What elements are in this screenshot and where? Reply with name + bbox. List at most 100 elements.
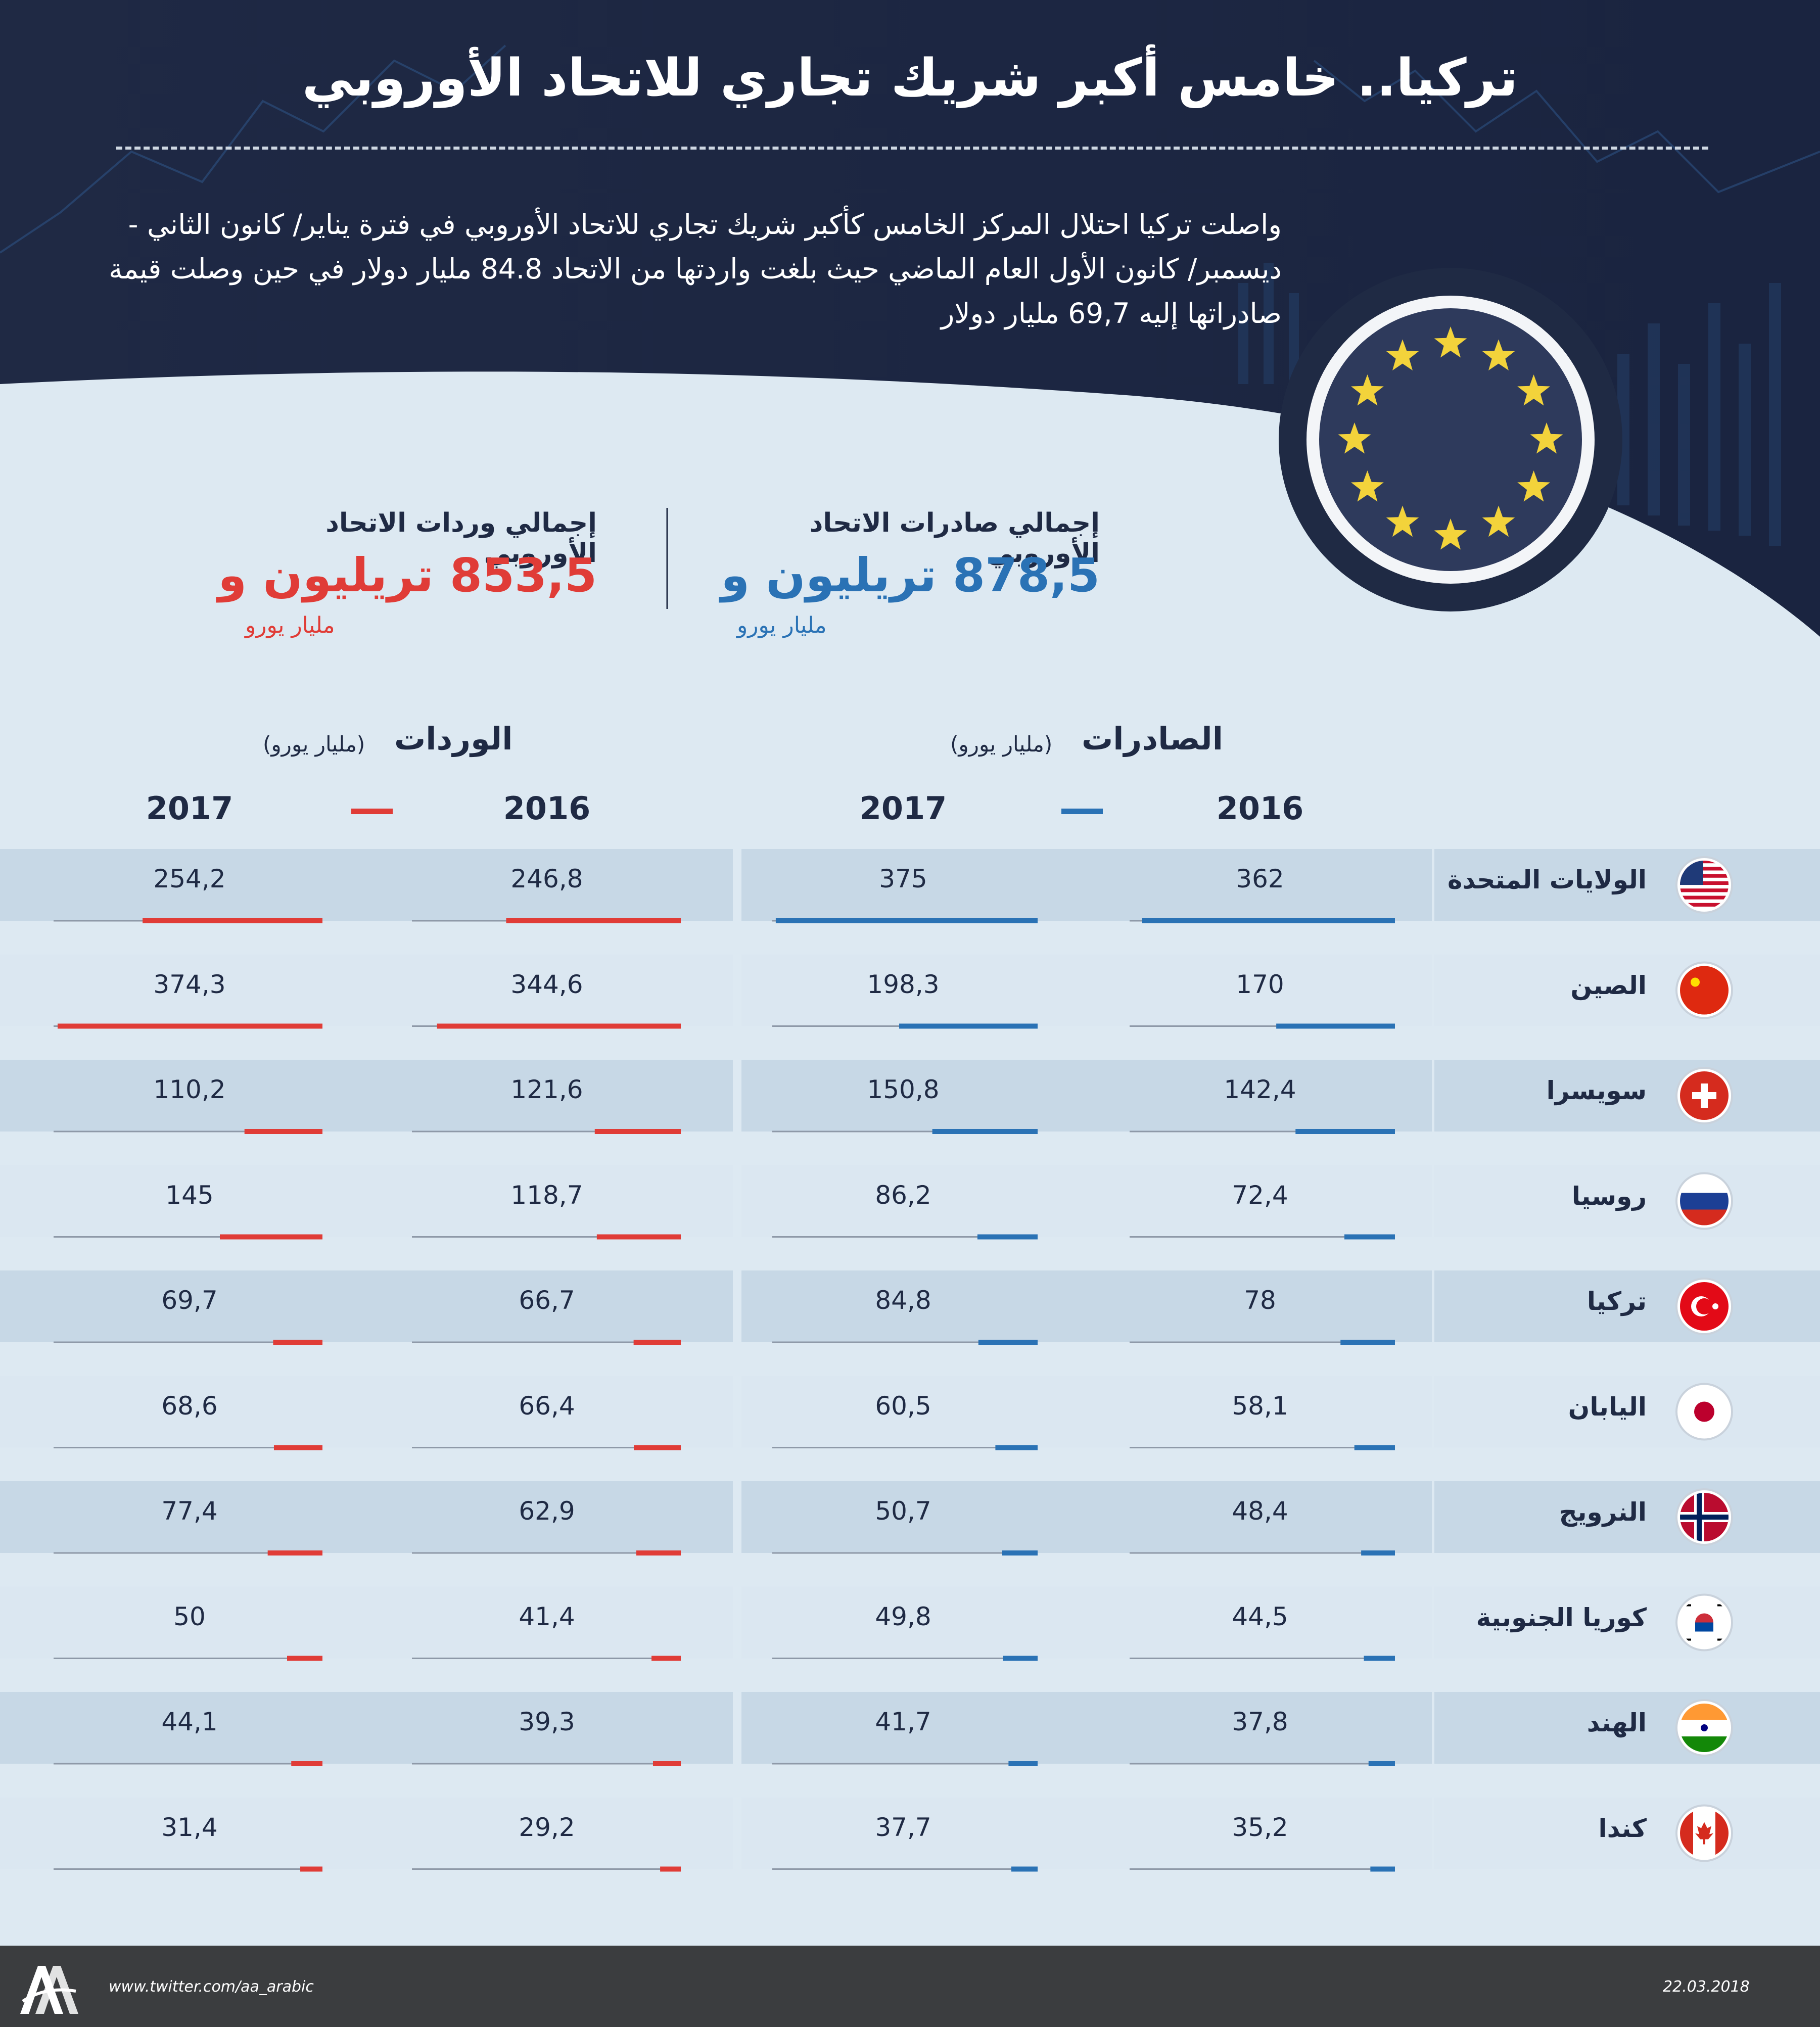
exports-bar [775, 918, 1038, 923]
table-row-band [741, 1481, 1432, 1553]
exports-section-unit: (مليار يورو) [950, 732, 1053, 757]
imports-bar [636, 1550, 681, 1555]
imports-bar [143, 918, 322, 923]
table-row-band [0, 954, 733, 1026]
table-row-band [0, 1586, 733, 1659]
india-flag-icon [1675, 1699, 1733, 1757]
imports-bar [57, 1023, 323, 1029]
table-row-band [1434, 954, 1820, 1026]
exports-bar [1142, 918, 1395, 923]
exports-value: 44,5 [1232, 1601, 1288, 1631]
imports-value: 44,1 [161, 1707, 218, 1736]
exports-value: 375 [879, 864, 927, 893]
table-row-band [1434, 1797, 1820, 1869]
country-name: كوريا الجنوبية [1476, 1602, 1647, 1632]
exports-bar [995, 1445, 1038, 1450]
country-name: سويسرا [1546, 1076, 1647, 1105]
exports-value: 48,4 [1232, 1496, 1288, 1526]
imports-section-title: الوردات [394, 720, 513, 757]
exports-value: 41,7 [875, 1707, 931, 1736]
imports-year-2017: 2017 [146, 790, 234, 827]
imports-value: 41,4 [519, 1601, 575, 1631]
imports-value: 121,6 [510, 1075, 583, 1104]
imports-value: 374,3 [153, 969, 226, 999]
imports-bar [594, 1129, 681, 1134]
footer-date: 22.03.2018 [1663, 1978, 1750, 1996]
exports-bar [1011, 1866, 1038, 1872]
eu-star-icon [1530, 422, 1563, 454]
table-row-band [0, 1270, 733, 1342]
imports-value: 246,8 [510, 864, 583, 893]
imports-value: 66,7 [519, 1286, 575, 1315]
exports-year-2017: 2017 [859, 790, 947, 827]
exports-year-2016: 2016 [1216, 790, 1304, 827]
table-row-band [741, 849, 1432, 921]
footer-twitter[interactable]: www.twitter.com/aa_arabic [109, 1978, 314, 1996]
imports-value: 69,7 [161, 1286, 218, 1315]
table-row-band [741, 1586, 1432, 1659]
eu-star-icon [1482, 505, 1515, 537]
intro-text: واصلت تركيا احتلال المركز الخامس كأكبر ش… [109, 208, 1282, 329]
imports-bar [287, 1656, 322, 1661]
imports-legend-swatch [351, 809, 393, 814]
exports-value: 37,8 [1232, 1707, 1288, 1736]
aa-logo-icon [20, 1966, 78, 2014]
imports-value: 145 [165, 1180, 214, 1210]
exports-bar [932, 1129, 1038, 1134]
page-title: تركيا.. خامس أكبر شريك تجاري للاتحاد الأ… [302, 48, 1518, 108]
exports-bar [978, 1340, 1038, 1345]
imports-section-unit: (مليار يورو) [263, 732, 365, 757]
imports-value: 110,2 [153, 1075, 226, 1104]
imports-bar [244, 1129, 322, 1134]
exports-bar [1340, 1340, 1395, 1345]
eu-star-icon [1517, 374, 1550, 406]
imports-value: 29,2 [519, 1812, 575, 1842]
exports-value: 58,1 [1232, 1391, 1288, 1421]
exports-bar [1276, 1023, 1395, 1029]
imports-value: 66,4 [519, 1391, 575, 1421]
imports-value: 31,4 [161, 1812, 218, 1842]
exports-bar [1364, 1656, 1395, 1661]
table-row-band [741, 1797, 1432, 1869]
exports-value: 60,5 [875, 1391, 931, 1421]
exports-bar [977, 1234, 1038, 1240]
exports-bar [1361, 1550, 1395, 1555]
country-name: كندا [1598, 1813, 1647, 1843]
table-row-band [1434, 1060, 1820, 1132]
eu-star-icon [1434, 518, 1467, 550]
imports-bar [660, 1866, 681, 1872]
country-name: روسيا [1571, 1181, 1647, 1211]
imports-year-2016: 2016 [503, 790, 591, 827]
imports-bar [220, 1234, 322, 1240]
imports-value: 62,9 [519, 1496, 575, 1526]
exports-value: 49,8 [875, 1601, 931, 1631]
country-name: الصين [1570, 970, 1647, 1000]
imports-bar [300, 1866, 322, 1872]
exports-value: 84,8 [875, 1286, 931, 1315]
exports-bar [899, 1023, 1038, 1029]
table-row-band [0, 1060, 733, 1132]
imports-value: 118,7 [510, 1180, 583, 1210]
country-name: اليابان [1568, 1392, 1647, 1422]
table-row-band [1434, 1270, 1820, 1342]
table-row-band [0, 1376, 733, 1448]
table-row-band [0, 1165, 733, 1237]
exports-legend-swatch [1061, 809, 1103, 814]
imports-bar [267, 1550, 322, 1555]
imports-value: 50 [173, 1601, 206, 1631]
total-exports-unit: مليار يورو [737, 612, 827, 638]
exports-value: 150,8 [867, 1075, 940, 1104]
table-row-band [1434, 1376, 1820, 1448]
total-exports-value: 878,5 تريليون و [721, 548, 1100, 602]
exports-value: 170 [1236, 969, 1284, 999]
imports-bar [437, 1023, 681, 1029]
table-row-band [0, 1797, 733, 1869]
total-exports-label: إجمالي صادرات الاتحاد الأوروبي [809, 508, 1100, 569]
exports-bar [1370, 1866, 1395, 1872]
imports-value: 39,3 [519, 1707, 575, 1736]
title-divider [116, 147, 1708, 150]
table-row-band [1434, 1692, 1820, 1764]
us-flag-icon [1675, 856, 1733, 914]
eu-star-icon [1351, 470, 1384, 502]
